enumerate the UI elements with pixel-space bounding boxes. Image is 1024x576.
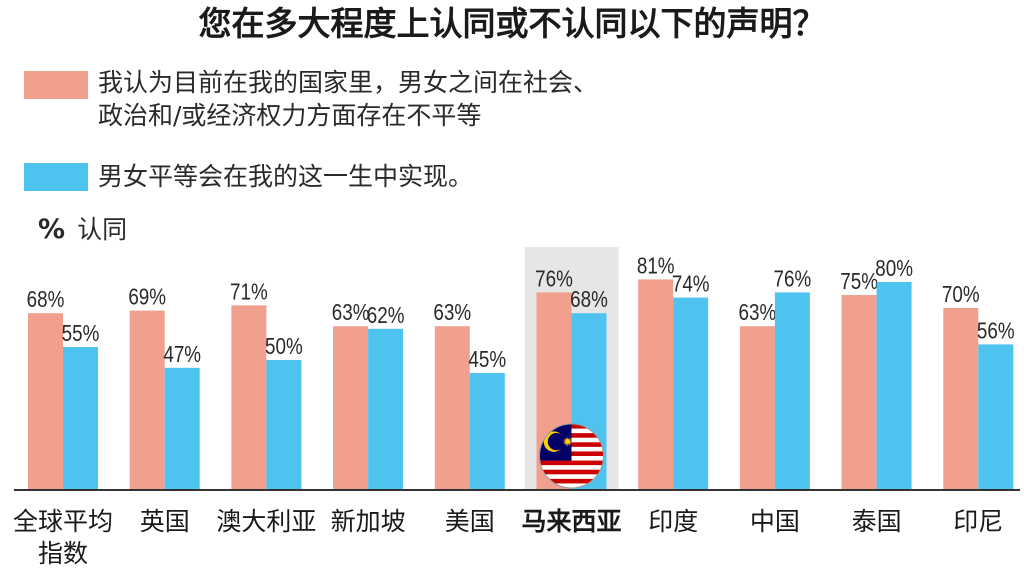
bar	[333, 326, 369, 490]
bar	[266, 360, 302, 490]
bar	[164, 367, 200, 490]
category-label: 全球平均	[13, 507, 113, 536]
category-label: 马来西亚	[521, 507, 621, 536]
data-label: 75%	[840, 269, 878, 294]
data-label: 47%	[163, 342, 201, 367]
legend-item-inequality: 我认为目前在我的国家里，男女之间在社会、 政治和/或经济权力方面存在不平等	[24, 66, 598, 132]
data-label: 45%	[468, 347, 506, 372]
data-label: 68%	[570, 288, 608, 313]
category-label: 指数	[38, 539, 88, 568]
bar	[638, 279, 674, 490]
category-label: 泰国	[852, 507, 902, 536]
bar	[673, 297, 709, 490]
flag-outline	[539, 423, 604, 489]
bar	[434, 326, 470, 490]
category-label: 英国	[140, 507, 190, 536]
data-label: 70%	[942, 282, 980, 307]
legend-label-inequality-line2: 政治和/或经济权力方面存在不平等	[98, 101, 482, 130]
unit-label: % 认同	[38, 214, 127, 246]
data-label: 68%	[27, 288, 65, 313]
bar	[469, 373, 505, 490]
data-label: 56%	[977, 319, 1015, 344]
data-label: 74%	[672, 272, 710, 297]
legend-swatch-inequality	[24, 71, 88, 99]
bar	[368, 328, 404, 490]
bar	[978, 344, 1014, 490]
data-label: 81%	[637, 254, 675, 279]
agree-label: 认同	[77, 215, 128, 244]
percent-symbol: %	[38, 214, 66, 245]
legend-label-equality: 男女平等会在我的这一生中实现。	[98, 162, 474, 191]
chart-title: 您在多大程度上认同或不认同以下的声明？	[198, 4, 826, 43]
data-label: 63%	[332, 301, 370, 326]
category-label: 美国	[445, 507, 495, 536]
bar	[231, 305, 267, 490]
bar	[774, 292, 810, 490]
category-label: 印尼	[953, 507, 1003, 536]
legend-swatch-equality	[24, 163, 88, 191]
legend-label-inequality: 我认为目前在我的国家里，男女之间在社会、 政治和/或经济权力方面存在不平等	[98, 66, 598, 132]
category-label: 中国	[750, 507, 800, 536]
data-label: 76%	[535, 267, 573, 292]
data-label: 50%	[265, 334, 303, 359]
bar	[28, 313, 63, 490]
data-label: 55%	[62, 321, 100, 346]
category-label: 澳大利亚	[216, 507, 316, 536]
bar	[63, 347, 98, 490]
data-label: 80%	[875, 256, 913, 281]
data-label: 62%	[367, 303, 405, 328]
bar	[739, 326, 775, 490]
legend-item-equality: 男女平等会在我的这一生中实现。	[24, 160, 473, 193]
data-label: 76%	[774, 267, 812, 292]
category-label: 印度	[648, 507, 698, 536]
data-label: 69%	[128, 285, 166, 310]
data-label: 63%	[433, 301, 471, 326]
data-label: 71%	[230, 280, 268, 305]
data-label: 63%	[739, 301, 777, 326]
category-label: 新加坡	[331, 507, 406, 536]
bar	[841, 295, 877, 490]
bar	[129, 310, 165, 490]
bar	[876, 282, 912, 490]
bar	[943, 308, 979, 490]
legend-label-inequality-line1: 我认为目前在我的国家里，男女之间在社会、	[98, 68, 599, 97]
